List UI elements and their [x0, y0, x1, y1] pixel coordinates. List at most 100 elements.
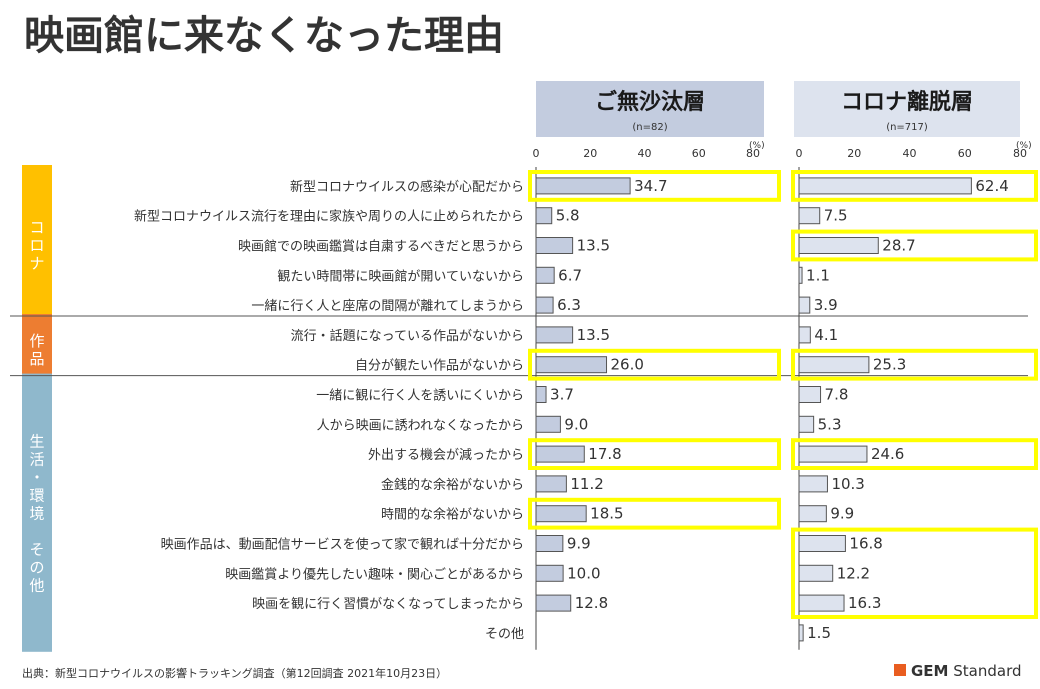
bar	[535, 296, 554, 314]
highlight-box	[791, 348, 1038, 381]
brand-name-rest: Standard	[949, 662, 1022, 680]
page-title: 映画館に来なくなった理由	[24, 13, 504, 59]
data-label: 16.3	[848, 594, 881, 612]
data-label: 24.6	[871, 445, 904, 463]
group-label-char: ・	[29, 469, 44, 487]
data-label: 25.3	[873, 356, 906, 374]
group-label-char: 他	[29, 577, 44, 595]
bar	[798, 415, 815, 433]
data-label: 3.7	[550, 386, 574, 404]
brand-name-bold: GEM	[911, 662, 949, 680]
category-label: 映画鑑賞より優先したい趣味・関心ごとがあるから	[225, 566, 524, 582]
bar	[535, 326, 574, 344]
data-label: 62.4	[975, 177, 1008, 195]
data-label: 4.1	[814, 326, 838, 344]
data-label: 9.0	[564, 415, 588, 433]
highlight-box	[791, 527, 1038, 619]
category-label: 観たい時間帯に映画館が開いていないから	[277, 269, 524, 284]
data-label: 7.8	[825, 386, 849, 404]
category-label: 新型コロナウイルス流行を理由に家族や周りの人に止められたから	[134, 209, 524, 225]
bar	[535, 386, 547, 403]
data-label: 6.3	[557, 296, 581, 314]
bar	[535, 564, 564, 582]
data-label: 16.8	[849, 535, 882, 553]
bar	[535, 266, 555, 284]
group-label-char: 境	[29, 505, 44, 523]
bar	[798, 177, 972, 195]
bar	[798, 356, 870, 374]
x-tick-label: 20	[583, 147, 597, 160]
data-label: 13.5	[577, 326, 610, 344]
category-label: 時間的な余裕がないから	[381, 507, 524, 523]
category-label: 流行・話題になっている作品がないから	[291, 328, 524, 344]
x-tick-label: 80	[1013, 147, 1027, 160]
bar	[798, 326, 811, 344]
bar	[798, 624, 804, 642]
category-label: 金銭的な余裕がないから	[381, 477, 524, 493]
bar	[798, 564, 834, 582]
group-label-char: ナ	[29, 255, 44, 273]
group-band-2	[22, 373, 52, 652]
bar	[798, 207, 821, 225]
data-label: 13.5	[577, 237, 610, 255]
panel-header-1	[794, 81, 1020, 137]
series-name: ご無沙汰層	[595, 89, 705, 115]
bar	[798, 535, 846, 552]
brand-logo-icon	[894, 664, 906, 676]
highlight-box	[528, 348, 781, 381]
category-label: 映画を観に行く習慣がなくなってしまったから	[252, 596, 524, 612]
data-label: 34.7	[634, 177, 667, 195]
group-label-char: 生	[29, 433, 44, 451]
series-n: (n=717)	[886, 122, 928, 133]
data-label: 9.9	[830, 505, 854, 523]
bar	[535, 594, 572, 612]
bar	[535, 177, 631, 195]
highlight-box	[528, 438, 781, 471]
bar	[798, 445, 868, 463]
bar	[798, 237, 879, 254]
bar	[798, 266, 803, 284]
panel-header-0	[536, 81, 764, 137]
x-tick-label: 60	[958, 147, 972, 160]
bar	[535, 535, 564, 552]
highlight-box	[528, 497, 781, 530]
data-label: 3.9	[814, 296, 838, 314]
category-label: その他	[485, 627, 524, 642]
bar	[798, 475, 828, 493]
bar	[535, 356, 608, 374]
category-label: 外出する機会が減ったから	[368, 447, 524, 463]
category-label: 自分が観たい作品がないから	[355, 359, 524, 374]
group-label-char: コ	[29, 219, 44, 237]
brand-name: GEM Standard	[911, 662, 1022, 680]
data-label: 18.5	[590, 505, 623, 523]
group-label-char: 作	[29, 332, 44, 350]
data-label: 5.3	[818, 415, 842, 433]
data-label: 1.1	[806, 266, 830, 284]
bar	[535, 237, 574, 254]
data-label: 1.5	[807, 624, 831, 642]
bar	[798, 594, 845, 612]
data-label: 10.0	[567, 564, 600, 582]
group-band-1	[22, 314, 52, 384]
axis-unit: (%)	[1016, 141, 1032, 151]
data-label: 12.8	[575, 594, 608, 612]
group-label-char: の	[29, 559, 44, 577]
x-tick-label: 0	[796, 147, 803, 160]
bar	[798, 386, 822, 403]
highlight-box	[791, 170, 1038, 202]
x-tick-label: 40	[903, 147, 917, 160]
data-label: 5.8	[556, 207, 580, 225]
series-n: (n=82)	[632, 122, 667, 133]
x-tick-label: 40	[638, 147, 652, 160]
bar	[535, 445, 585, 463]
bar	[535, 475, 567, 493]
data-label: 6.7	[558, 266, 582, 284]
data-label: 17.8	[588, 445, 621, 463]
bar	[798, 505, 827, 523]
bar	[535, 505, 587, 523]
axis-unit: (%)	[749, 141, 765, 151]
group-label-char: ロ	[29, 237, 44, 255]
category-label: 人から映画に誘われなくなったから	[317, 418, 524, 433]
highlight-box	[791, 438, 1038, 471]
